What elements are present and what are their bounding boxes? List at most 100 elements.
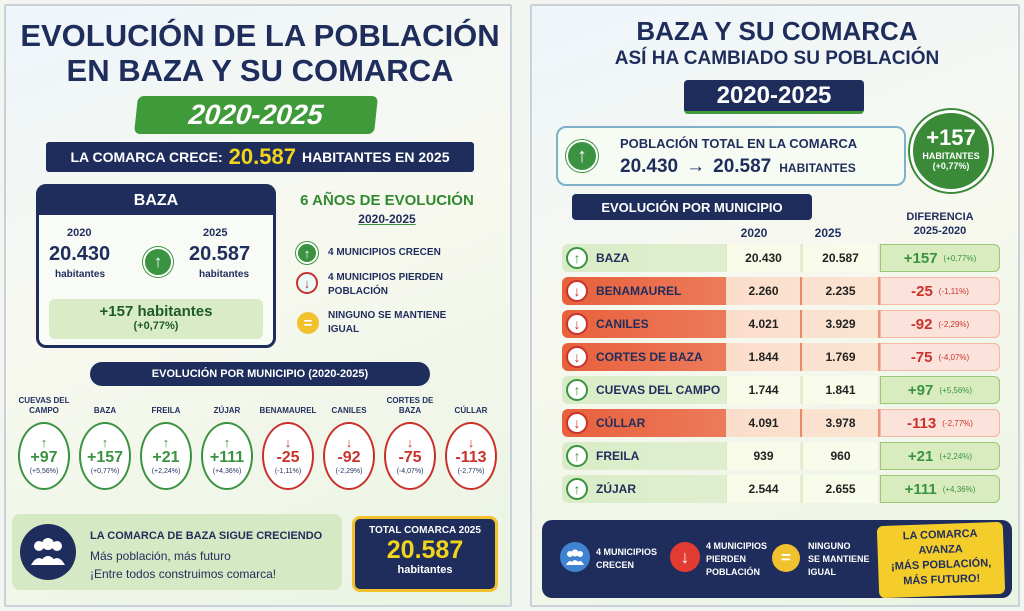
municipality-change-value: -92 — [337, 448, 361, 466]
footer-up-text: 4 MUNICIPIOS CRECEN — [596, 546, 657, 572]
row-municipality: CORTES DE BAZA — [596, 350, 703, 364]
total-comarca-unit: habitantes — [397, 564, 453, 576]
municipality-row: CUEVAS DEL CAMPO ↑ +97 (+5,56%) BAZA ↑ +157 (+0,… — [14, 392, 506, 498]
row-municipality: CANILES — [596, 317, 649, 331]
baza-value-2020: 20.430 — [49, 243, 111, 265]
banner-suffix: HABITANTES EN 2025 — [301, 149, 450, 165]
total-population-box: ↑ POBLACIÓN TOTAL EN LA COMARCA 20.430 →… — [556, 126, 906, 186]
municipality-name-l1: CÚLLAR — [454, 406, 488, 415]
municipality-name-l1: BAZA — [93, 406, 117, 415]
municipality-change-oval: ↓ -92 (-2,29%) — [323, 422, 375, 490]
baza-year-2025: 2025 — [203, 227, 228, 239]
municipality-name: BENAMAUREL — [260, 392, 317, 416]
arrow-up-icon: ↑ — [223, 434, 231, 450]
baza-card: BAZA 2020 20.430 habitantes ↑ 2025 20.58… — [36, 184, 276, 348]
evolution-item-eq-l1: NINGUNO SE MANTIENE — [328, 310, 447, 321]
municipality-card: CANILES ↓ -92 (-2,29%) — [319, 392, 379, 490]
slogan-badge: LA COMARCA AVANZA ¡MÁS POBLACIÓN, MÁS FU… — [876, 521, 1006, 599]
row-diff-pct: (-2,77%) — [942, 418, 973, 428]
row-difference: -25 (-1,11%) — [880, 277, 1000, 305]
footer-line2: Más población, más futuro — [90, 549, 231, 563]
arrow-up-icon: ↑ — [566, 445, 588, 467]
municipality-name: CORTES DE BAZA — [387, 392, 434, 416]
municipality-card: CÚLLAR ↓ -113 (-2,77%) — [441, 392, 501, 490]
row-diff-value: +111 — [904, 480, 937, 498]
arrow-up-icon: ↑ — [296, 242, 318, 264]
municipality-card: BENAMAUREL ↓ -25 (-1,11%) — [258, 392, 318, 490]
equal-icon: = — [772, 544, 800, 572]
row-difference: +21 (+2,24%) — [880, 442, 1000, 470]
baza-card-title: BAZA — [39, 187, 273, 215]
total-comarca-label: TOTAL COMARCA 2025 — [369, 525, 481, 536]
municipality-change-pct: (-1,11%) — [274, 467, 302, 475]
municipality-change-oval: ↑ +111 (+4,36%) — [201, 422, 253, 490]
row-difference: -113 (-2,77%) — [880, 409, 1000, 437]
row-diff-value: -75 — [910, 348, 933, 366]
footer-down-l2: PIERDEN — [706, 554, 747, 564]
municipality-name: BAZA — [94, 392, 116, 416]
municipality-card: FREILA ↑ +21 (+2,24%) — [136, 392, 196, 490]
col-header-diff-l2: 2025-2020 — [913, 225, 967, 237]
total-comarca-box: TOTAL COMARCA 2025 20.587 habitantes — [352, 516, 498, 592]
municipality-change-value: -75 — [398, 448, 422, 466]
right-infographic: BAZA Y SU COMARCA ASÍ HA CAMBIADO SU POB… — [530, 4, 1020, 607]
municipality-name: FREILA — [152, 392, 181, 416]
municipality-name-l1: CORTES DE — [386, 396, 434, 405]
row-municipality: CUEVAS DEL CAMPO — [596, 383, 721, 397]
municipality-name-l2: CAMPO — [29, 406, 59, 415]
municipality-change-pct: (+2,24%) — [151, 467, 181, 475]
footer-eq-l1: NINGUNO — [808, 541, 851, 551]
col-header-diff: DIFERENCIA 2025-2020 — [880, 210, 1000, 238]
municipality-name-l1: BENAMAUREL — [259, 406, 317, 415]
row-difference: +97 (+5,56%) — [880, 376, 1000, 404]
footer-up-l2: CRECEN — [596, 560, 635, 570]
evolution-item-down: 4 MUNICIPIOS PIERDEN POBLACIÓN — [328, 271, 443, 299]
municipality-name-l1: FREILA — [151, 406, 181, 415]
arrow-down-icon: ↓ — [296, 272, 318, 294]
total-from: 20.430 — [620, 156, 679, 177]
footer-eq-l2: SE MANTIENE — [808, 554, 870, 564]
row-difference: +111 (+4,36%) — [880, 475, 1000, 503]
evolution-item-eq-l2: IGUAL — [328, 324, 360, 335]
row-value-2020: 2.260 — [726, 277, 800, 305]
municipality-name: ZÚJAR — [214, 392, 241, 416]
row-diff-pct: (-1,11%) — [938, 286, 969, 296]
left-title-line2: EN BAZA Y SU COMARCA — [66, 53, 454, 88]
table-row: ↑ ZÚJAR 2.544 2.655 +111 (+4,36%) — [562, 475, 1000, 503]
arrow-down-icon: ↓ — [406, 434, 414, 450]
row-diff-pct: (+5,56%) — [939, 385, 973, 395]
baza-value-2025: 20.587 — [189, 243, 251, 265]
row-municipality: BAZA — [596, 251, 630, 265]
total-to: 20.587 — [713, 156, 772, 177]
municipality-change-oval: ↓ -25 (-1,11%) — [262, 422, 314, 490]
table-row: ↓ CORTES DE BAZA 1.844 1.769 -75 (-4,07%) — [562, 343, 1000, 371]
arrow-down-icon: ↓ — [345, 434, 353, 450]
arrow-up-icon: ↑ — [566, 140, 598, 172]
footer-eq-l3: IGUAL — [808, 567, 836, 577]
arrow-down-icon: ↓ — [566, 346, 588, 368]
row-municipality: FREILA — [596, 449, 640, 463]
arrow-up-icon: ↑ — [143, 247, 173, 277]
row-value-2020: 20.430 — [726, 244, 800, 272]
row-diff-value: +97 — [907, 381, 934, 399]
row-value-2020: 4.091 — [726, 409, 800, 437]
footer-equal-text: NINGUNO SE MANTIENE IGUAL — [808, 540, 870, 579]
row-municipality: ZÚJAR — [596, 482, 637, 496]
municipality-change-pct: (-4,07%) — [396, 467, 424, 475]
banner-prefix: LA COMARCA CRECE: — [70, 149, 223, 165]
footer-down-l1: 4 MUNICIPIOS — [706, 541, 768, 551]
growth-badge-unit: HABITANTES — [922, 151, 980, 161]
footer-down-text: 4 MUNICIPIOS PIERDEN POBLACIÓN — [706, 540, 767, 579]
municipality-change-oval: ↓ -113 (-2,77%) — [445, 422, 497, 490]
evolution-title: 6 AÑOS DE EVOLUCIÓN — [300, 192, 474, 209]
municipality-name-l1: CANILES — [331, 406, 367, 415]
footer-down-l3: POBLACIÓN — [706, 567, 760, 577]
total-population-label: POBLACIÓN TOTAL EN LA COMARCA — [620, 136, 858, 151]
baza-change-pct: (+0,77%) — [133, 320, 179, 332]
total-unit: HABITANTES — [779, 161, 856, 175]
table-row: ↑ BAZA 20.430 20.587 +157 (+0,77%) — [562, 244, 1000, 272]
footer-up-l1: 4 MUNICIPIOS — [596, 547, 658, 557]
row-diff-value: -113 — [907, 414, 937, 432]
row-value-2020: 1.744 — [726, 376, 800, 404]
row-value-2020: 4.021 — [726, 310, 800, 338]
